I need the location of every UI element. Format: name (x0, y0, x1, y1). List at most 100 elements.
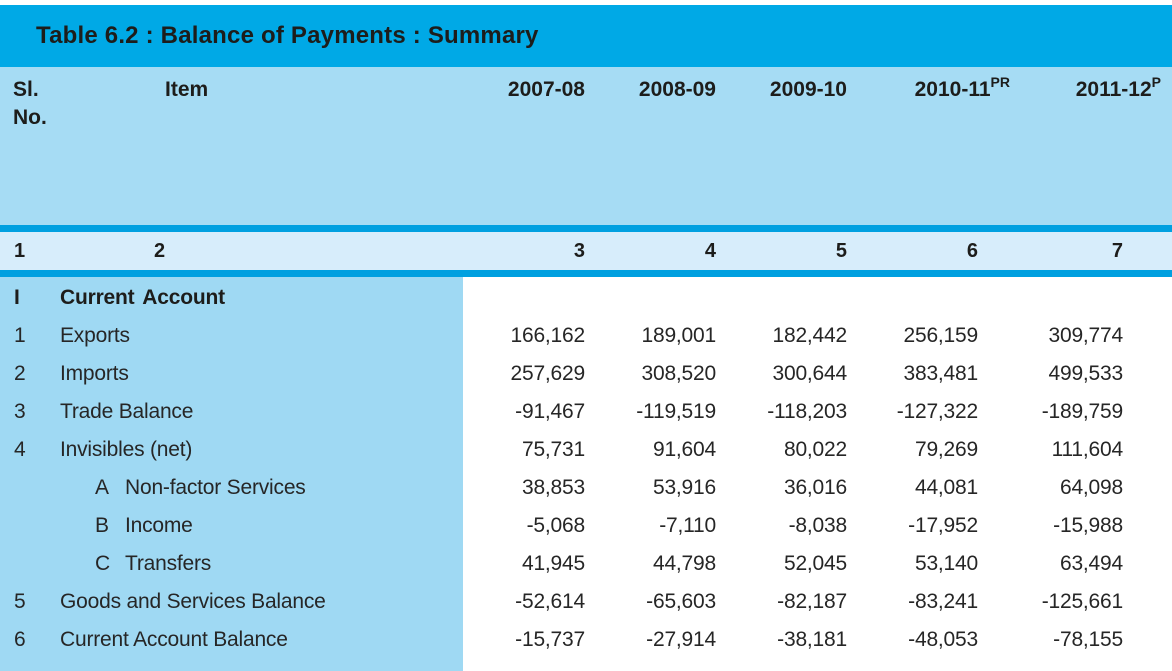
row-value: -15,988 (1053, 514, 1123, 537)
row-item-label: Current Account (60, 286, 463, 310)
row-value: 309,774 (1048, 324, 1123, 347)
row-value: -7,110 (659, 514, 716, 537)
table-row: C Transfers 41,945 44,798 52,045 53,140 63,494 (0, 545, 1172, 583)
table-row: 3 Trade Balance -91,467 -119,519 -118,203 -12… (0, 393, 1172, 431)
row-sl-no: 1 (14, 324, 26, 347)
row-value: -91,467 (515, 400, 585, 423)
header-year-2010-11: 2010-11PR (914, 74, 1010, 101)
table-title-bar: Table 6.2 : Balance of Payments : Summar… (0, 5, 1172, 67)
row-value: -118,203 (767, 400, 847, 423)
row-item-label: Invisibles (net) (60, 438, 463, 462)
row-item-label: Current Account Balance (60, 628, 463, 652)
row-value: 300,644 (772, 362, 847, 385)
header-sl-line2: No. (13, 106, 47, 129)
table-title: Table 6.2 : Balance of Payments : Summar… (36, 22, 539, 49)
row-item-label: Trade Balance (60, 400, 463, 424)
row-value: -15,737 (515, 628, 585, 651)
header-item: Item (165, 78, 209, 101)
row-item-text: Invisibles (net) (60, 438, 193, 461)
column-number: 4 (704, 239, 716, 262)
row-item-label: Exports (60, 324, 463, 348)
header-divider-bottom (0, 270, 1172, 277)
row-sub-letter: A (95, 476, 109, 499)
table-row: 6 Current Account Balance -15,737 -27,914 -3… (0, 621, 1172, 659)
row-value: 166,162 (510, 324, 585, 347)
row-value: 36,016 (783, 476, 847, 499)
row-value: 91,604 (652, 438, 716, 461)
row-sl-no: 5 (14, 590, 26, 613)
row-value: 41,945 (521, 552, 585, 575)
column-number: 1 (14, 239, 26, 262)
row-item-text: Transfers (125, 552, 212, 575)
row-item-text: Goods and Services Balance (60, 590, 326, 613)
row-value: -78,155 (1053, 628, 1123, 651)
row-item-text: Imports (60, 362, 129, 385)
row-item-text: Exports (60, 324, 130, 347)
header-sl-no: Sl. No. (0, 76, 60, 132)
column-number: 3 (573, 239, 585, 262)
row-value: 53,916 (652, 476, 716, 499)
row-value: -38,181 (777, 628, 847, 651)
header-divider-top (0, 225, 1172, 232)
item-column-panel (0, 277, 463, 671)
row-sl-no: 2 (14, 362, 26, 385)
row-item-label: Goods and Services Balance (60, 590, 463, 614)
column-number: 5 (835, 239, 847, 262)
table-row: 4 Invisibles (net) 75,731 91,604 80,022 79,26… (0, 431, 1172, 469)
row-sl-no: I (14, 286, 20, 309)
row-value: -65,603 (646, 590, 716, 613)
row-value: -8,038 (788, 514, 848, 537)
row-value: -52,614 (515, 590, 585, 613)
row-item-label: C Transfers (60, 552, 463, 576)
row-value: 256,159 (903, 324, 978, 347)
row-value: 257,629 (510, 362, 585, 385)
header-year-2011-12: 2011-12P (1075, 74, 1161, 101)
row-item-label: B Income (60, 514, 463, 538)
row-sl-no: 6 (14, 628, 26, 651)
row-value: 38,853 (521, 476, 585, 499)
row-item-label: Imports (60, 362, 463, 386)
row-value: 182,442 (772, 324, 847, 347)
row-sl-no: 4 (14, 438, 26, 461)
row-sl-no: 3 (14, 400, 26, 423)
row-item-label: A Non-factor Services (60, 476, 463, 500)
row-value: 499,533 (1048, 362, 1123, 385)
header-year-2007-08: 2007-08 (507, 78, 585, 101)
table-row: 1 Exports 166,162 189,001 182,442 256,159 309,… (0, 317, 1172, 355)
row-item-text: Trade Balance (60, 400, 194, 423)
row-value: 80,022 (783, 438, 847, 461)
row-value: 44,798 (652, 552, 716, 575)
row-value: 75,731 (521, 438, 585, 461)
column-number: 2 (154, 239, 166, 262)
row-value: -82,187 (777, 590, 847, 613)
table-row: 5 Goods and Services Balance -52,614 -65,60… (0, 583, 1172, 621)
row-sub-letter: B (95, 514, 109, 537)
row-value: -27,914 (646, 628, 716, 651)
column-number: 6 (966, 239, 978, 262)
table-row: A Non-factor Services 38,853 53,916 36,016 44… (0, 469, 1172, 507)
column-number-row: 1 2 3 4 5 6 7 (0, 232, 1172, 270)
header-sl-line1: Sl. (13, 78, 39, 101)
row-item-text: Current Account (60, 286, 225, 309)
row-value: 79,269 (914, 438, 978, 461)
table-header: Sl. No. Item 2007-08 2008-09 2009-10 201… (0, 67, 1172, 225)
row-value: -127,322 (896, 400, 979, 423)
table-row: I Current Account (0, 279, 1172, 317)
row-value: 383,481 (903, 362, 978, 385)
row-value: -17,952 (908, 514, 978, 537)
row-value: 189,001 (641, 324, 716, 347)
header-year-2009-10: 2009-10 (769, 78, 847, 101)
table-row: B Income -5,068 -7,110 -8,038 -17,952 -15,988 (0, 507, 1172, 545)
column-number: 7 (1111, 239, 1123, 262)
row-value: 53,140 (914, 552, 978, 575)
header-year-2008-09: 2008-09 (638, 78, 716, 101)
row-value: -5,068 (526, 514, 586, 537)
row-value: 111,604 (1051, 438, 1124, 461)
table-row: 2 Imports 257,629 308,520 300,644 383,481 499,… (0, 355, 1172, 393)
row-value: -189,759 (1041, 400, 1124, 423)
table-body: I Current Account 1 Exports 166,162 189,001 18… (0, 277, 1172, 671)
row-value: -119,519 (636, 400, 716, 423)
row-value: -83,241 (908, 590, 978, 613)
row-item-text: Income (125, 514, 193, 537)
row-value: 308,520 (641, 362, 716, 385)
